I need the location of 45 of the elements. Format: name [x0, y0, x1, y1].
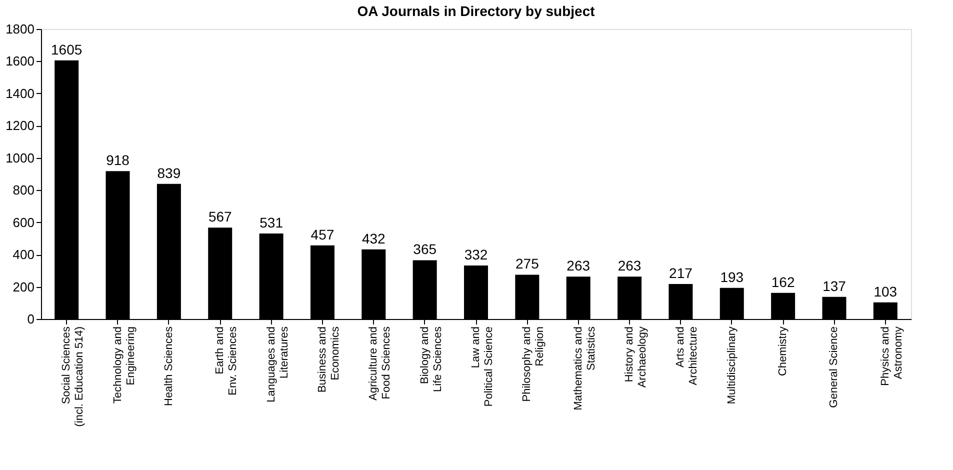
x-tick-label: Social Sciences (incl. Education 514) [60, 326, 86, 427]
data-label: 193 [720, 268, 744, 285]
data-label: 531 [260, 214, 284, 230]
data-label: 365 [413, 241, 437, 258]
x-tick-label: Health Sciences [162, 326, 175, 406]
x-tick-label: Chemistry [777, 326, 790, 376]
data-label: 332 [464, 246, 488, 263]
y-tick-label: 1200 [6, 118, 34, 134]
x-tick-label: History and Archaeology [624, 326, 649, 388]
x-tick-label: Languages and Literatures [265, 326, 290, 402]
data-label: 162 [771, 274, 795, 290]
y-tick-label: 1800 [6, 22, 34, 36]
y-tick-label: 1600 [6, 54, 34, 69]
y-tick-label: 800 [12, 182, 34, 198]
x-tick-label: Multidisciplinary [726, 326, 738, 404]
data-label: 217 [669, 265, 693, 282]
data-label: 567 [208, 208, 232, 225]
data-label: 103 [874, 283, 898, 300]
data-label: 263 [566, 258, 590, 274]
data-label: 432 [362, 230, 386, 246]
x-tick-label: General Science [828, 326, 840, 408]
x-tick-label: Earth and Env. Sciences [214, 326, 240, 396]
x-tick-label: Business and Economics [316, 326, 342, 393]
x-tick-label: Agriculture and Food Sciences [368, 326, 393, 400]
data-label: 839 [157, 164, 181, 181]
x-tick-label: Arts and Architecture [674, 326, 700, 386]
x-tick-label: Mathematics and Statistics [572, 326, 598, 410]
x-tick-label: Law and Political Science [470, 326, 495, 407]
data-label: 918 [106, 152, 130, 168]
y-tick-label: 0 [27, 312, 34, 326]
data-label: 137 [822, 278, 846, 294]
y-tick-label: 200 [12, 279, 34, 294]
data-label: 457 [310, 226, 334, 242]
x-tick-label: Physics and Astronomy [879, 326, 904, 386]
y-tick-label: 1400 [6, 86, 34, 101]
x-tick-label: Philosophy and Religion [521, 326, 546, 402]
data-label: 275 [515, 256, 540, 272]
x-tick-label: Biology and Life Sciences [418, 326, 444, 392]
y-tick-label: 600 [12, 214, 34, 230]
x-tick-label: Technology and Engineering [112, 326, 137, 404]
y-tick-label: 1000 [6, 150, 34, 166]
data-label: 1605 [51, 41, 82, 58]
y-tick-label: 400 [12, 247, 34, 262]
data-label: 263 [618, 258, 642, 274]
chart-title: OA Journals in Directory by subject [357, 3, 596, 19]
